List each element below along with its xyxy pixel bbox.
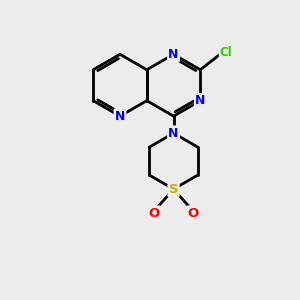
Text: Cl: Cl — [220, 46, 233, 59]
Text: O: O — [188, 207, 199, 220]
Text: N: N — [168, 127, 179, 140]
Text: O: O — [148, 207, 160, 220]
Text: S: S — [169, 183, 178, 196]
Text: N: N — [168, 127, 179, 140]
Text: N: N — [195, 94, 206, 107]
Text: O: O — [188, 207, 199, 220]
Text: Cl: Cl — [220, 46, 233, 59]
Text: O: O — [148, 207, 160, 220]
Text: N: N — [195, 94, 206, 107]
Text: N: N — [168, 48, 179, 61]
Text: N: N — [168, 48, 179, 61]
Text: S: S — [169, 183, 178, 196]
Text: N: N — [115, 110, 125, 123]
Text: N: N — [115, 110, 125, 123]
